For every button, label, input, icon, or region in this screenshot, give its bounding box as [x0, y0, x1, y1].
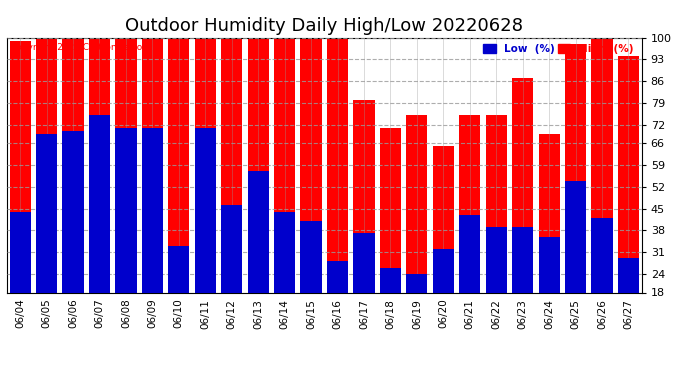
Bar	[591, 38, 613, 292]
Bar	[168, 38, 189, 292]
Bar	[486, 227, 507, 292]
Bar	[327, 261, 348, 292]
Bar	[353, 100, 375, 292]
Bar	[10, 40, 31, 292]
Bar	[406, 274, 428, 292]
Bar	[512, 78, 533, 292]
Bar	[115, 128, 137, 292]
Bar	[565, 44, 586, 292]
Bar	[142, 38, 163, 292]
Bar	[618, 56, 639, 292]
Bar	[115, 38, 137, 292]
Bar	[380, 268, 401, 292]
Bar	[618, 258, 639, 292]
Bar	[486, 115, 507, 292]
Bar	[89, 115, 110, 292]
Bar	[512, 227, 533, 292]
Bar	[353, 233, 375, 292]
Bar	[221, 206, 242, 292]
Bar	[274, 38, 295, 292]
Bar	[142, 128, 163, 292]
Bar	[539, 237, 560, 292]
Bar	[248, 38, 269, 292]
Bar	[433, 146, 454, 292]
Text: Copyright 2022 Cartronics.com: Copyright 2022 Cartronics.com	[10, 43, 151, 52]
Bar	[406, 115, 428, 292]
Bar	[565, 180, 586, 292]
Legend: Low  (%), High  (%): Low (%), High (%)	[483, 44, 633, 54]
Bar	[36, 38, 57, 292]
Bar	[195, 128, 216, 292]
Bar	[301, 221, 322, 292]
Bar	[274, 211, 295, 292]
Bar	[380, 128, 401, 292]
Bar	[248, 171, 269, 292]
Bar	[89, 38, 110, 292]
Bar	[168, 246, 189, 292]
Bar	[221, 38, 242, 292]
Bar	[10, 211, 31, 292]
Bar	[195, 38, 216, 292]
Bar	[460, 115, 480, 292]
Bar	[433, 249, 454, 292]
Bar	[63, 131, 83, 292]
Bar	[63, 38, 83, 292]
Bar	[460, 215, 480, 292]
Bar	[36, 134, 57, 292]
Title: Outdoor Humidity Daily High/Low 20220628: Outdoor Humidity Daily High/Low 20220628	[126, 16, 523, 34]
Bar	[327, 38, 348, 292]
Bar	[591, 218, 613, 292]
Bar	[539, 134, 560, 292]
Bar	[301, 38, 322, 292]
